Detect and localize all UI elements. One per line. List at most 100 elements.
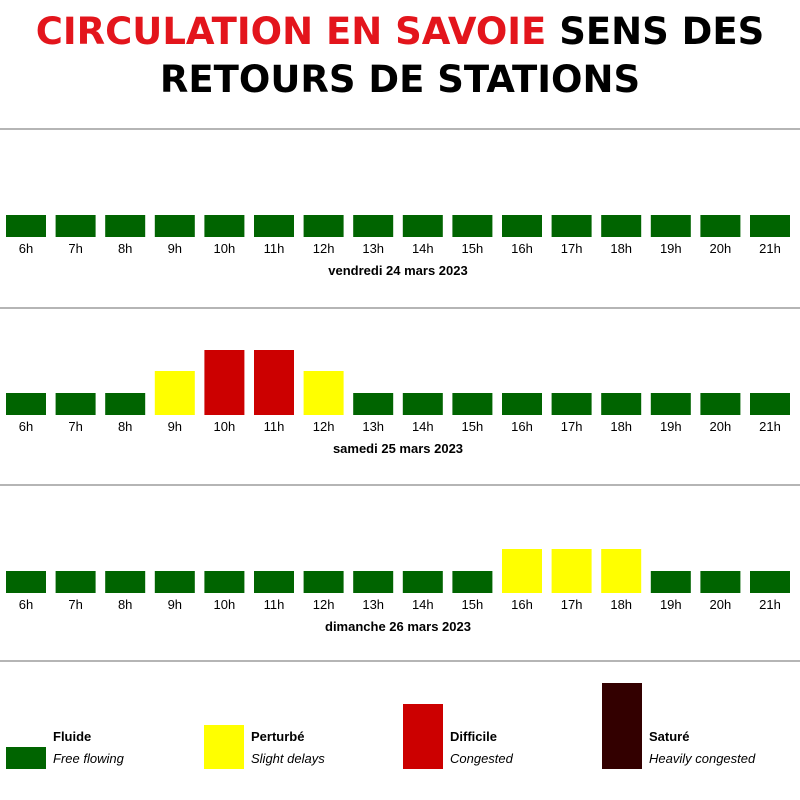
- bar-3-9h: [154, 571, 195, 593]
- tick-label: 18h: [610, 597, 632, 612]
- bar-1-8h: [105, 215, 146, 237]
- bar-2-10h: [204, 350, 245, 415]
- bar-1-9h: [154, 215, 195, 237]
- bar-1-15h: [452, 215, 493, 237]
- tick-label: 13h: [362, 419, 384, 434]
- bar-3-13h: [353, 571, 394, 593]
- tick-label: 17h: [561, 241, 583, 256]
- bar-1-17h: [551, 215, 592, 237]
- tick-label: 12h: [313, 419, 335, 434]
- bar-1-6h: [6, 215, 46, 237]
- bar-2-11h: [254, 350, 294, 415]
- bar-2-12h: [303, 371, 344, 415]
- bar-3-20h: [700, 571, 741, 593]
- tick-label: 15h: [462, 419, 484, 434]
- tick-label: 7h: [68, 419, 82, 434]
- legend-label-en-difficile: Congested: [450, 751, 514, 766]
- bar-3-15h: [452, 571, 493, 593]
- bar-3-16h: [502, 549, 542, 593]
- tick-label: 18h: [610, 419, 632, 434]
- title-black-part: SENS DES RETOURS DE STATIONS: [159, 10, 765, 101]
- tick-label: 11h: [264, 419, 285, 434]
- tick-label: 19h: [660, 597, 682, 612]
- bar-3-21h: [750, 571, 790, 593]
- tick-label: 7h: [68, 241, 82, 256]
- tick-label: 10h: [214, 241, 236, 256]
- tick-label: 8h: [118, 241, 132, 256]
- bar-1-12h: [303, 215, 344, 237]
- bar-1-7h: [55, 215, 96, 237]
- bar-3-8h: [105, 571, 146, 593]
- legend-label-difficile: Difficile: [450, 729, 497, 744]
- bar-1-14h: [402, 215, 443, 237]
- legend-label-perturbe: Perturbé: [251, 729, 304, 744]
- tick-label: 21h: [759, 597, 781, 612]
- tick-label: 19h: [660, 419, 682, 434]
- day-label: samedi 25 mars 2023: [333, 441, 463, 456]
- tick-label: 9h: [168, 597, 182, 612]
- tick-label: 16h: [511, 597, 533, 612]
- bar-2-6h: [6, 393, 46, 415]
- bar-2-7h: [55, 393, 96, 415]
- tick-label: 20h: [710, 419, 732, 434]
- legend-label-en-sature: Heavily congested: [649, 751, 756, 766]
- tick-label: 17h: [561, 419, 583, 434]
- bar-3-17h: [551, 549, 592, 593]
- bar-1-10h: [204, 215, 245, 237]
- legend-swatch-fluide: [6, 747, 46, 769]
- page-title: CIRCULATION EN SAVOIE SENS DES RETOURS D…: [0, 8, 800, 104]
- bar-3-11h: [254, 571, 294, 593]
- tick-label: 13h: [362, 241, 384, 256]
- bar-1-21h: [750, 215, 790, 237]
- tick-label: 21h: [759, 419, 781, 434]
- tick-label: 17h: [561, 597, 583, 612]
- tick-label: 11h: [264, 241, 285, 256]
- bar-3-6h: [6, 571, 46, 593]
- day-label: vendredi 24 mars 2023: [328, 263, 467, 278]
- tick-label: 7h: [68, 597, 82, 612]
- tick-label: 16h: [511, 419, 533, 434]
- tick-label: 9h: [168, 241, 182, 256]
- legend-label-sature: Saturé: [649, 729, 689, 744]
- bar-2-8h: [105, 393, 146, 415]
- bar-2-20h: [700, 393, 741, 415]
- tick-label: 10h: [214, 597, 236, 612]
- tick-label: 6h: [19, 241, 33, 256]
- tick-label: 8h: [118, 597, 132, 612]
- bar-3-10h: [204, 571, 245, 593]
- bar-2-16h: [502, 393, 542, 415]
- legend-label-en-perturbe: Slight delays: [251, 751, 325, 766]
- bar-3-12h: [303, 571, 344, 593]
- bar-1-20h: [700, 215, 741, 237]
- tick-label: 11h: [264, 597, 285, 612]
- tick-label: 20h: [710, 597, 732, 612]
- bar-3-14h: [402, 571, 443, 593]
- bar-2-13h: [353, 393, 394, 415]
- bar-2-17h: [551, 393, 592, 415]
- legend-label-fluide: Fluide: [53, 729, 91, 744]
- tick-label: 8h: [118, 419, 132, 434]
- bar-1-11h: [254, 215, 294, 237]
- legend-swatch-sature: [602, 683, 642, 769]
- title-red-part: CIRCULATION EN SAVOIE: [35, 10, 547, 53]
- legend-label-en-fluide: Free flowing: [53, 751, 125, 766]
- bar-2-9h: [154, 371, 195, 415]
- tick-label: 19h: [660, 241, 682, 256]
- tick-label: 15h: [462, 241, 484, 256]
- bar-2-14h: [402, 393, 443, 415]
- tick-label: 6h: [19, 597, 33, 612]
- tick-label: 9h: [168, 419, 182, 434]
- bar-3-18h: [601, 549, 642, 593]
- day-label: dimanche 26 mars 2023: [325, 619, 471, 634]
- bar-3-7h: [55, 571, 96, 593]
- tick-label: 16h: [511, 241, 533, 256]
- tick-label: 14h: [412, 419, 434, 434]
- bar-2-19h: [650, 393, 691, 415]
- tick-label: 14h: [412, 241, 434, 256]
- tick-label: 10h: [214, 419, 236, 434]
- bar-2-18h: [601, 393, 642, 415]
- bar-1-18h: [601, 215, 642, 237]
- bar-1-16h: [502, 215, 542, 237]
- bar-2-21h: [750, 393, 790, 415]
